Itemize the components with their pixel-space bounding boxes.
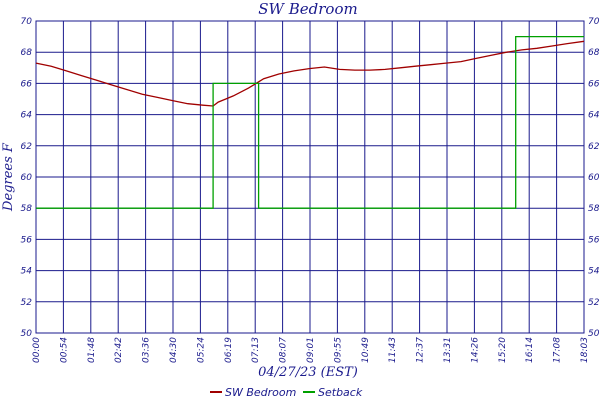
y-tick-label-left: 50	[21, 329, 33, 339]
x-tick-label: 05:24	[196, 337, 206, 363]
y-tick-label-right: 58	[588, 204, 600, 214]
series-line-sw-bedroom	[35, 40, 585, 107]
y-tick-label-left: 62	[21, 142, 33, 152]
x-tick-label: 18:03	[580, 337, 590, 363]
y-tick-labels-right: 50 52 54 56 58 60 62 64 66 68 70	[588, 17, 600, 339]
x-tick-label: 07:13	[251, 337, 261, 363]
series-line-setback	[36, 35, 584, 209]
x-tick-label: 13:31	[443, 337, 453, 363]
y-axis-label: Degrees F	[1, 142, 16, 212]
x-tick-label: 11:43	[388, 337, 398, 363]
x-tick-label: 01:48	[87, 337, 97, 363]
y-tick-label-left: 58	[21, 204, 33, 214]
x-tick-label: 00:00	[32, 337, 42, 363]
grid	[35, 20, 585, 334]
y-tick-label-right: 68	[588, 48, 600, 58]
x-tick-label: 10:49	[361, 337, 371, 363]
chart-title: SW Bedroom	[258, 0, 357, 18]
plot-frame	[35, 20, 585, 334]
y-tick-label-right: 56	[588, 235, 600, 245]
y-tick-label-left: 64	[21, 111, 33, 121]
y-tick-label-right: 52	[588, 298, 600, 308]
x-tick-label: 14:26	[470, 337, 480, 363]
x-tick-labels: 00:00 00:54 01:48 02:42 03:36 04:30 05:24 06:19…	[32, 337, 590, 363]
y-tick-label-left: 70	[21, 17, 33, 27]
x-tick-label: 17:08	[553, 337, 563, 363]
x-tick-label: 09:55	[333, 337, 343, 363]
y-tick-label-left: 60	[21, 173, 33, 183]
series-layer	[35, 35, 585, 209]
y-tick-label-left: 56	[21, 235, 33, 245]
legend-label-setback: Setback	[318, 386, 363, 399]
legend: SW Bedroom Setback	[210, 386, 363, 399]
y-tick-label-right: 66	[588, 79, 600, 89]
y-tick-label-right: 50	[588, 329, 600, 339]
y-tick-label-left: 54	[21, 267, 33, 277]
x-axis-label: 04/27/23 (EST)	[258, 365, 358, 380]
legend-label-sw-bedroom: SW Bedroom	[225, 386, 296, 399]
y-tick-label-left: 52	[21, 298, 33, 308]
y-tick-labels-left: 50 52 54 56 58 60 62 64 66 68 70	[21, 17, 33, 339]
x-tick-label: 08:07	[279, 337, 289, 363]
y-tick-label-right: 60	[588, 173, 600, 183]
y-tick-label-right: 70	[588, 17, 600, 27]
x-tick-label: 06:19	[224, 337, 234, 363]
x-tick-label: 12:37	[416, 337, 426, 363]
y-tick-label-left: 68	[21, 48, 33, 58]
y-tick-label-left: 66	[21, 79, 33, 89]
x-tick-label: 09:01	[306, 337, 316, 363]
x-tick-label: 03:36	[142, 337, 152, 363]
x-tick-label: 16:14	[525, 337, 535, 363]
x-tick-label: 15:20	[498, 337, 508, 363]
x-tick-label: 02:42	[114, 337, 124, 363]
y-tick-label-right: 54	[588, 267, 600, 277]
x-tick-label: 04:30	[169, 337, 179, 363]
x-tick-label: 00:54	[59, 337, 69, 363]
y-tick-label-right: 64	[588, 111, 600, 121]
y-tick-label-right: 62	[588, 142, 600, 152]
